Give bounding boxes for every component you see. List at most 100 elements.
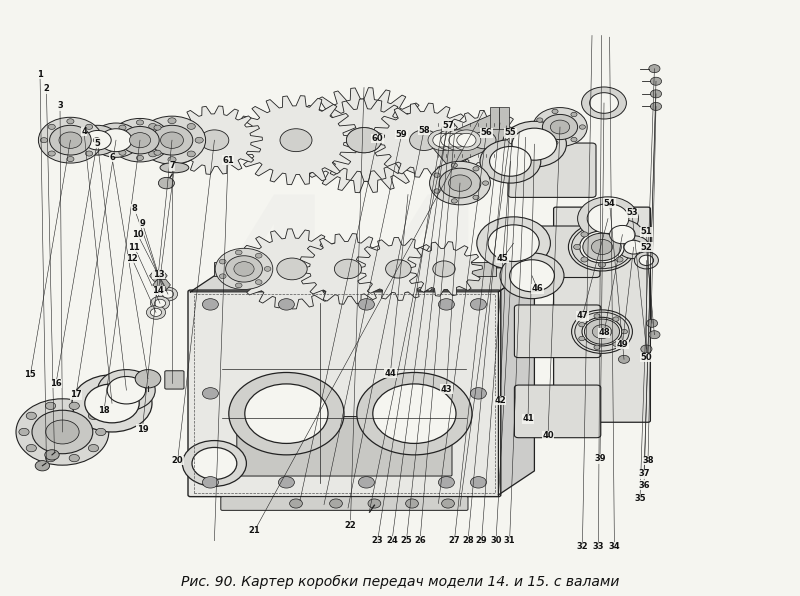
Circle shape [135,370,161,388]
Polygon shape [166,106,262,175]
Circle shape [130,133,150,148]
Circle shape [346,128,382,153]
Circle shape [98,370,155,411]
Text: 46: 46 [532,284,543,293]
Circle shape [436,130,465,150]
Text: 55: 55 [505,128,516,137]
Polygon shape [498,268,534,495]
Circle shape [161,132,183,148]
Circle shape [592,325,612,339]
Circle shape [610,225,635,244]
Text: 44: 44 [385,368,396,377]
Circle shape [523,134,542,147]
Circle shape [137,156,143,160]
Circle shape [219,274,226,278]
Circle shape [623,244,630,250]
Circle shape [552,109,558,114]
Circle shape [477,217,550,269]
Circle shape [45,450,59,460]
Circle shape [434,189,440,193]
Text: 56: 56 [481,128,492,137]
FancyBboxPatch shape [514,305,601,358]
Circle shape [613,317,619,321]
Circle shape [137,120,143,125]
Circle shape [330,499,342,508]
Circle shape [192,448,237,479]
Circle shape [480,139,541,183]
Text: 40: 40 [542,432,554,440]
Text: 61: 61 [222,156,234,164]
Text: 42: 42 [494,396,506,405]
Circle shape [508,136,519,144]
Text: 14: 14 [153,286,164,295]
Text: 51: 51 [641,227,652,236]
Circle shape [581,257,588,262]
Circle shape [50,125,91,155]
Circle shape [92,123,140,157]
Circle shape [451,198,458,203]
FancyBboxPatch shape [508,143,596,197]
FancyBboxPatch shape [514,385,601,437]
Text: 25: 25 [401,536,412,545]
Text: 7: 7 [169,162,175,170]
Text: 18: 18 [98,406,110,415]
Circle shape [616,257,623,262]
Circle shape [149,151,157,157]
Circle shape [187,151,195,157]
Text: 5: 5 [94,138,101,148]
Circle shape [433,261,455,277]
Circle shape [598,226,606,232]
Circle shape [150,296,170,310]
Circle shape [571,310,633,353]
Circle shape [542,114,578,139]
Circle shape [574,244,581,250]
Text: 15: 15 [25,370,36,379]
Circle shape [357,372,472,455]
Circle shape [334,259,362,279]
Text: 31: 31 [504,536,515,545]
Circle shape [229,372,344,455]
Circle shape [46,402,56,409]
Polygon shape [490,107,499,129]
Text: 39: 39 [594,454,606,463]
Circle shape [502,122,566,167]
Circle shape [434,173,440,178]
Circle shape [277,258,307,280]
Text: 16: 16 [50,379,62,388]
Circle shape [444,130,473,150]
Circle shape [451,163,458,167]
Text: 58: 58 [418,126,430,135]
Circle shape [69,402,79,409]
Polygon shape [499,107,509,129]
Circle shape [449,175,471,191]
Circle shape [616,232,623,237]
Polygon shape [214,262,496,276]
Text: 1: 1 [37,70,43,79]
Circle shape [59,132,82,148]
Text: 60: 60 [372,134,383,143]
Text: 34: 34 [609,542,620,551]
Polygon shape [406,241,482,296]
Text: 45: 45 [497,254,508,263]
Circle shape [512,128,557,160]
Circle shape [622,330,627,334]
Circle shape [500,253,564,299]
Circle shape [264,266,271,271]
Circle shape [613,342,619,346]
Circle shape [410,130,438,150]
Circle shape [582,87,626,119]
Circle shape [527,136,538,144]
Text: 21: 21 [249,526,260,535]
Text: 23: 23 [372,536,383,545]
Circle shape [154,150,161,156]
Circle shape [67,119,74,124]
Circle shape [514,134,533,147]
Circle shape [88,445,98,452]
Circle shape [433,134,452,147]
Text: 38: 38 [642,456,654,465]
Circle shape [195,137,203,143]
Circle shape [119,150,126,156]
Circle shape [428,130,457,150]
Text: 49: 49 [617,340,628,349]
Circle shape [358,299,374,310]
